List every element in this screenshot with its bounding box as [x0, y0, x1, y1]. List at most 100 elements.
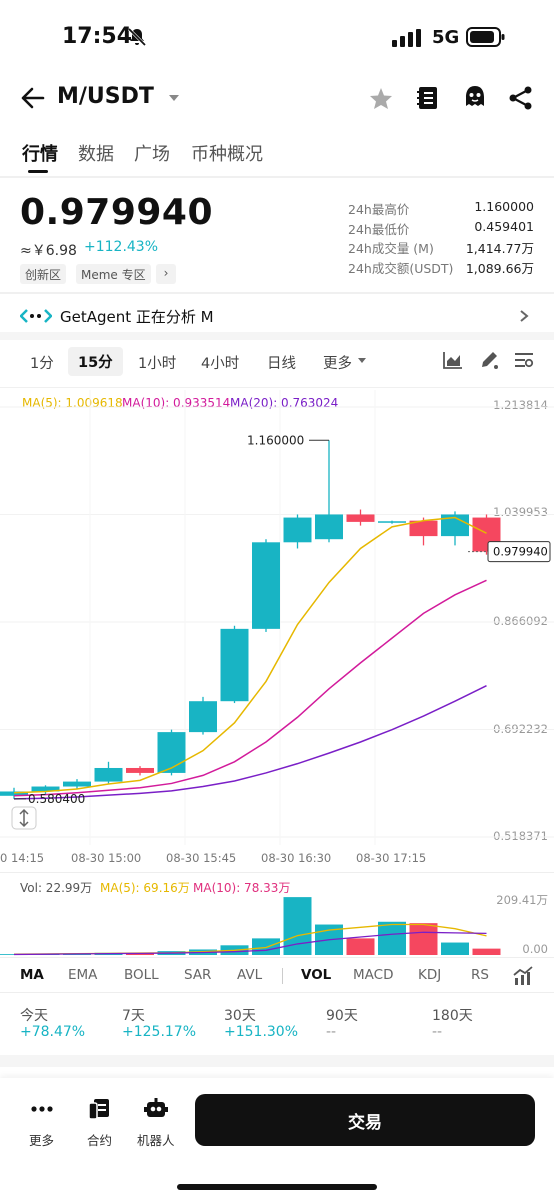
interval-1h[interactable]: 1小时: [138, 356, 177, 372]
indicator-ma[interactable]: MA: [20, 967, 44, 983]
stat-high-value: 1.160000: [474, 199, 534, 214]
perf-90d-value: --: [326, 1024, 337, 1040]
tag-meme[interactable]: Meme 专区: [76, 264, 151, 284]
vol-ma5-label: MA(5): 69.16万: [100, 881, 190, 895]
x-tick-label: 08-30 17:15: [356, 851, 427, 865]
candle: [94, 767, 123, 782]
getagent-text[interactable]: GetAgent 正在分析 M: [60, 308, 214, 326]
drag-handle-arrows: [19, 808, 29, 828]
perf-90d-label: 90天: [326, 1008, 358, 1024]
divider: [0, 292, 554, 294]
status-time: 17:54: [62, 24, 133, 49]
y-tick-label: 0.866092: [493, 614, 548, 628]
volume-bar: [378, 921, 406, 955]
low-marker-label: 0.580400: [28, 792, 85, 806]
perf-30d-label: 30天: [224, 1008, 256, 1024]
divider: [0, 957, 554, 958]
vol-label: Vol: 22.99万: [20, 881, 93, 895]
perf-today-label: 今天: [20, 1008, 48, 1024]
star-icon[interactable]: [368, 86, 394, 110]
volume-bar: [409, 923, 438, 955]
candle: [346, 514, 375, 522]
perf-180d-value: --: [432, 1024, 443, 1040]
x-tick-label: 08-30 16:30: [261, 851, 332, 865]
tab-market[interactable]: 行情: [22, 144, 58, 165]
current-price-label: 0.979940: [493, 545, 548, 559]
candle: [441, 514, 469, 537]
indicator-avl[interactable]: AVL: [237, 967, 263, 983]
perf-today-value: +78.47%: [20, 1024, 86, 1040]
share-icon[interactable]: [508, 85, 534, 111]
signal-icon: [392, 29, 421, 47]
indicator-ema[interactable]: EMA: [68, 967, 98, 983]
pair-title[interactable]: M/USDT: [57, 84, 154, 109]
volume-bar: [252, 938, 280, 955]
chart-type-icon[interactable]: [443, 351, 463, 369]
x-tick-label: 0 14:15: [0, 851, 45, 865]
robot-icon[interactable]: [144, 1097, 168, 1121]
tags-more-icon[interactable]: ›: [156, 264, 176, 284]
stat-vol-value: 1,414.77万: [465, 241, 534, 256]
ma5-line: [13, 516, 487, 794]
more-dropdown-icon[interactable]: [358, 358, 366, 364]
indicator-macd[interactable]: MACD: [353, 967, 394, 983]
battery-icon: [466, 27, 505, 47]
more-label[interactable]: 更多: [29, 1133, 55, 1148]
divider: [0, 992, 554, 993]
indicator-rs[interactable]: RS: [471, 967, 489, 983]
volume-bar: [346, 938, 375, 955]
back-arrow-icon[interactable]: [20, 86, 46, 110]
network-type: 5G: [432, 27, 460, 48]
contract-label[interactable]: 合约: [87, 1133, 113, 1148]
interval-1m[interactable]: 1分: [30, 356, 54, 372]
ma20-line: [13, 685, 487, 800]
interval-15m[interactable]: 15分: [68, 347, 123, 376]
vol-max-label: 209.41万: [496, 893, 548, 907]
stat-low-value: 0.459401: [474, 219, 534, 234]
more-dots-icon[interactable]: [30, 1103, 54, 1115]
getagent-icon: [20, 309, 52, 323]
tab-underline: [28, 170, 48, 173]
bell-muted-icon: [127, 27, 147, 47]
volume-bar: [0, 954, 28, 955]
volume-bar: [441, 942, 469, 955]
x-tick-label: 08-30 15:00: [71, 851, 142, 865]
last-price: 0.979940: [20, 192, 214, 233]
indicator-boll[interactable]: BOLL: [124, 967, 159, 983]
indicator-vol[interactable]: VOL: [301, 967, 332, 983]
draw-tool-icon[interactable]: [479, 350, 499, 370]
trade-button[interactable]: 交易: [195, 1094, 535, 1146]
stat-vol-label: 24h成交量 (M): [348, 241, 434, 256]
y-tick-label: 1.213814: [493, 398, 548, 412]
stat-high-label: 24h最高价: [348, 202, 410, 217]
tab-data[interactable]: 数据: [78, 144, 114, 165]
pair-dropdown-icon[interactable]: [168, 94, 180, 102]
home-indicator: [177, 1184, 377, 1190]
robot-label[interactable]: 机器人: [137, 1133, 175, 1148]
perf-7d-label: 7天: [122, 1008, 145, 1024]
price-change: +112.43%: [84, 239, 159, 255]
section-gap: [0, 332, 554, 340]
x-tick-label: 08-30 15:45: [166, 851, 237, 865]
indicator-sar[interactable]: SAR: [184, 967, 212, 983]
tag-innovation[interactable]: 创新区: [20, 264, 67, 284]
stat-turnover-label: 24h成交额(USDT): [348, 261, 454, 276]
settings-sliders-icon[interactable]: [514, 351, 534, 369]
y-tick-label: 0.518371: [493, 829, 548, 843]
candle: [31, 786, 60, 792]
contract-icon[interactable]: [88, 1098, 110, 1120]
tab-overview[interactable]: 币种概况: [191, 144, 263, 165]
ghost-icon[interactable]: [462, 84, 488, 110]
interval-4h[interactable]: 4小时: [201, 356, 240, 372]
notebook-icon[interactable]: [416, 85, 440, 111]
candle: [126, 767, 154, 773]
chevron-right-icon[interactable]: [519, 309, 529, 323]
indicator-kdj[interactable]: KDJ: [418, 967, 442, 983]
candle: [63, 781, 91, 787]
tab-square[interactable]: 广场: [134, 144, 170, 165]
divider: [0, 872, 554, 873]
indicator-settings-icon[interactable]: [513, 966, 533, 986]
candlestick-chart[interactable]: 1.160000 0.580400 0.979940: [0, 390, 554, 845]
interval-more[interactable]: 更多: [323, 356, 352, 372]
interval-1d[interactable]: 日线: [267, 356, 296, 372]
